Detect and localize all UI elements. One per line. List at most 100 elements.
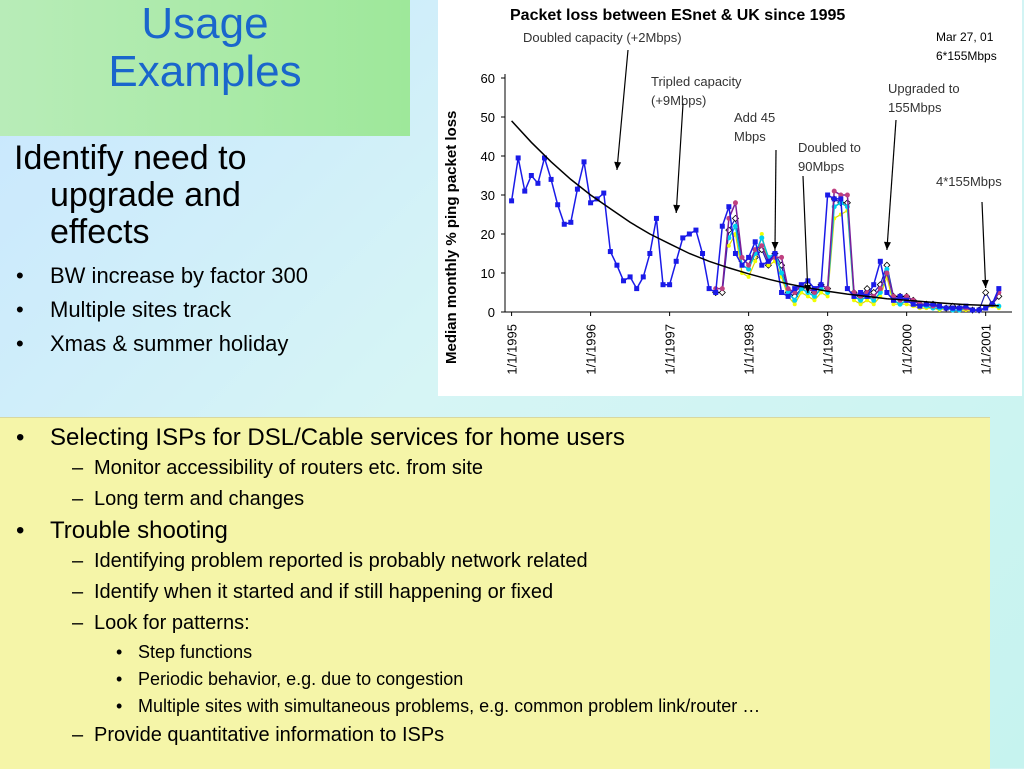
chart-y-tick-label: 60 <box>481 71 495 86</box>
chart-annotation-arrowhead <box>673 204 681 213</box>
chart-point <box>759 235 765 241</box>
chart-point <box>732 223 738 229</box>
chart-point <box>865 298 870 303</box>
left-bullet-list: BW increase by factor 300 Multiple sites… <box>14 259 434 361</box>
chart-point <box>746 274 751 279</box>
chart-trend-line <box>511 120 999 307</box>
chart-y-tick-label: 40 <box>481 149 495 164</box>
chart-point <box>956 305 962 311</box>
chart-point <box>838 192 844 198</box>
chart-point <box>930 301 936 307</box>
chart-point <box>779 254 785 260</box>
chart-annotation-arrowhead <box>614 161 622 170</box>
chart-date-note: 6*155Mbps <box>936 49 997 63</box>
chart-point <box>983 305 989 311</box>
chart-annotation-label: 4*155Mbps <box>936 174 1002 189</box>
bottom-bullet-level-2: Monitor accessibility of routers etc. fr… <box>0 453 990 484</box>
chart-annotation-arrow <box>886 119 897 251</box>
chart-point <box>792 290 798 295</box>
chart-point <box>812 298 817 303</box>
chart-point <box>838 196 844 202</box>
chart-annotation-arrow <box>981 201 987 289</box>
chart-point <box>548 176 554 182</box>
chart-date-note: Mar 27, 01 <box>936 30 994 44</box>
slide-title: Usage Examples <box>0 0 410 136</box>
left-heading: Identify need to upgrade and effects <box>14 140 434 251</box>
chart-point <box>627 274 633 280</box>
chart-point <box>897 293 903 299</box>
chart-point <box>607 249 613 255</box>
chart-x-tick-label: 1/1/1996 <box>584 324 599 375</box>
chart-annotation-arrowhead <box>771 241 779 250</box>
chart-point <box>581 159 587 165</box>
chart-point <box>561 221 567 227</box>
chart-point <box>871 282 877 288</box>
chart-annotation-label: 90Mbps <box>798 159 845 174</box>
chart-point <box>871 302 876 307</box>
bottom-bullet-level-3: Periodic behavior, e.g. due to congestio… <box>0 666 990 693</box>
chart-point <box>765 258 771 264</box>
chart-y-axis-label: Median monthly % ping packet loss <box>443 111 460 364</box>
chart-annotation-arrow <box>774 149 777 251</box>
chart-annotation-arrowhead <box>804 284 812 293</box>
packet-loss-chart: Packet loss between ESnet & UK since 199… <box>443 7 1012 375</box>
bottom-bullet-level-2: Provide quantitative information to ISPs <box>0 720 990 751</box>
chart-point <box>766 263 771 268</box>
chart-point <box>884 266 890 272</box>
chart-x-tick-label: 1/1/1998 <box>742 324 757 375</box>
chart-point <box>732 200 738 206</box>
chart-point <box>719 223 725 229</box>
chart-point <box>844 192 850 198</box>
chart-point <box>614 262 620 268</box>
chart-annotation-label: Mbps <box>734 129 766 144</box>
title-line-2: Examples <box>108 47 302 96</box>
chart-point <box>963 303 969 309</box>
chart-point <box>713 290 719 295</box>
chart-series-line <box>510 155 1000 311</box>
left-bullet: BW increase by factor 300 <box>14 259 434 293</box>
chart-point <box>910 301 916 307</box>
chart-point <box>759 262 765 268</box>
chart-point <box>943 305 949 311</box>
chart-point <box>996 286 1002 292</box>
chart-point <box>647 251 653 256</box>
chart-point <box>831 188 837 194</box>
chart-point <box>759 243 765 249</box>
chart-annotation-arrow <box>616 49 629 171</box>
chart-point <box>792 286 798 292</box>
chart-point <box>528 173 534 178</box>
left-bullet: Multiple sites track <box>14 293 434 327</box>
left-heading-line: effects <box>50 213 150 251</box>
chart-point <box>937 303 943 309</box>
chart-point <box>989 301 995 307</box>
chart-point <box>515 155 521 161</box>
chart-point <box>555 202 561 208</box>
chart-point <box>818 282 824 288</box>
bottom-bullet-level-3: Multiple sites with simultaneous problem… <box>0 693 990 720</box>
chart-point <box>877 290 883 295</box>
chart-x-tick-label: 1/1/2001 <box>979 324 994 375</box>
chart-point <box>700 251 706 256</box>
chart-x-tick-label: 1/1/1999 <box>821 324 836 375</box>
chart-point <box>858 290 864 295</box>
chart-point <box>732 251 738 256</box>
title-line-1: Usage <box>141 0 269 48</box>
chart-point <box>522 188 528 194</box>
chart-point <box>759 232 764 236</box>
chart-title: Packet loss between ESnet & UK since 199… <box>510 7 845 24</box>
chart-point <box>621 278 627 284</box>
chart-point <box>746 262 752 268</box>
chart-point <box>904 293 910 299</box>
chart-point <box>574 186 580 192</box>
chart-point <box>634 286 640 292</box>
chart-point <box>779 270 785 276</box>
chart-annotation-arrow <box>802 175 809 294</box>
bottom-bullet-level-2: Identify when it started and if still ha… <box>0 577 990 608</box>
chart-point <box>568 219 574 225</box>
left-text-block: Identify need to upgrade and effects BW … <box>14 140 434 362</box>
chart-point <box>746 266 752 272</box>
chart-point <box>844 286 850 292</box>
chart-point <box>976 307 982 313</box>
chart-point <box>884 290 890 295</box>
chart-x-tick-label: 1/1/1995 <box>505 324 520 375</box>
